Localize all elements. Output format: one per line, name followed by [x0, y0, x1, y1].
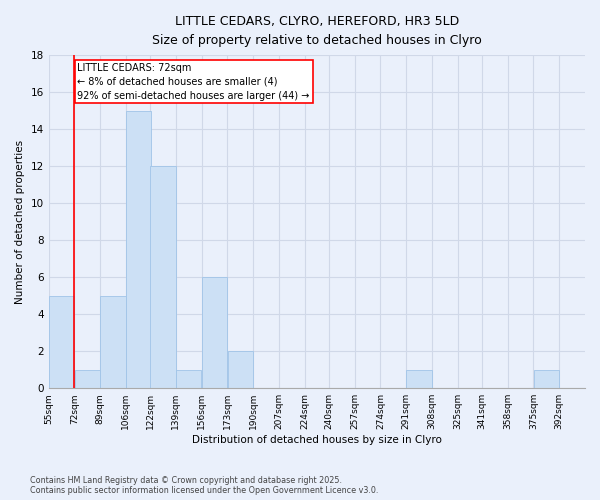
Bar: [151, 166, 176, 388]
Bar: [227, 351, 253, 388]
Bar: [49, 296, 74, 388]
X-axis label: Distribution of detached houses by size in Clyro: Distribution of detached houses by size …: [192, 435, 442, 445]
Bar: [406, 370, 432, 388]
Bar: [202, 277, 227, 388]
Bar: [126, 110, 151, 388]
Text: Contains HM Land Registry data © Crown copyright and database right 2025.
Contai: Contains HM Land Registry data © Crown c…: [30, 476, 379, 495]
Text: LITTLE CEDARS: 72sqm
← 8% of detached houses are smaller (4)
92% of semi-detache: LITTLE CEDARS: 72sqm ← 8% of detached ho…: [77, 62, 310, 100]
Y-axis label: Number of detached properties: Number of detached properties: [15, 140, 25, 304]
Bar: [74, 370, 100, 388]
Bar: [176, 370, 202, 388]
Bar: [100, 296, 126, 388]
Bar: [534, 370, 559, 388]
Title: LITTLE CEDARS, CLYRO, HEREFORD, HR3 5LD
Size of property relative to detached ho: LITTLE CEDARS, CLYRO, HEREFORD, HR3 5LD …: [152, 15, 482, 47]
